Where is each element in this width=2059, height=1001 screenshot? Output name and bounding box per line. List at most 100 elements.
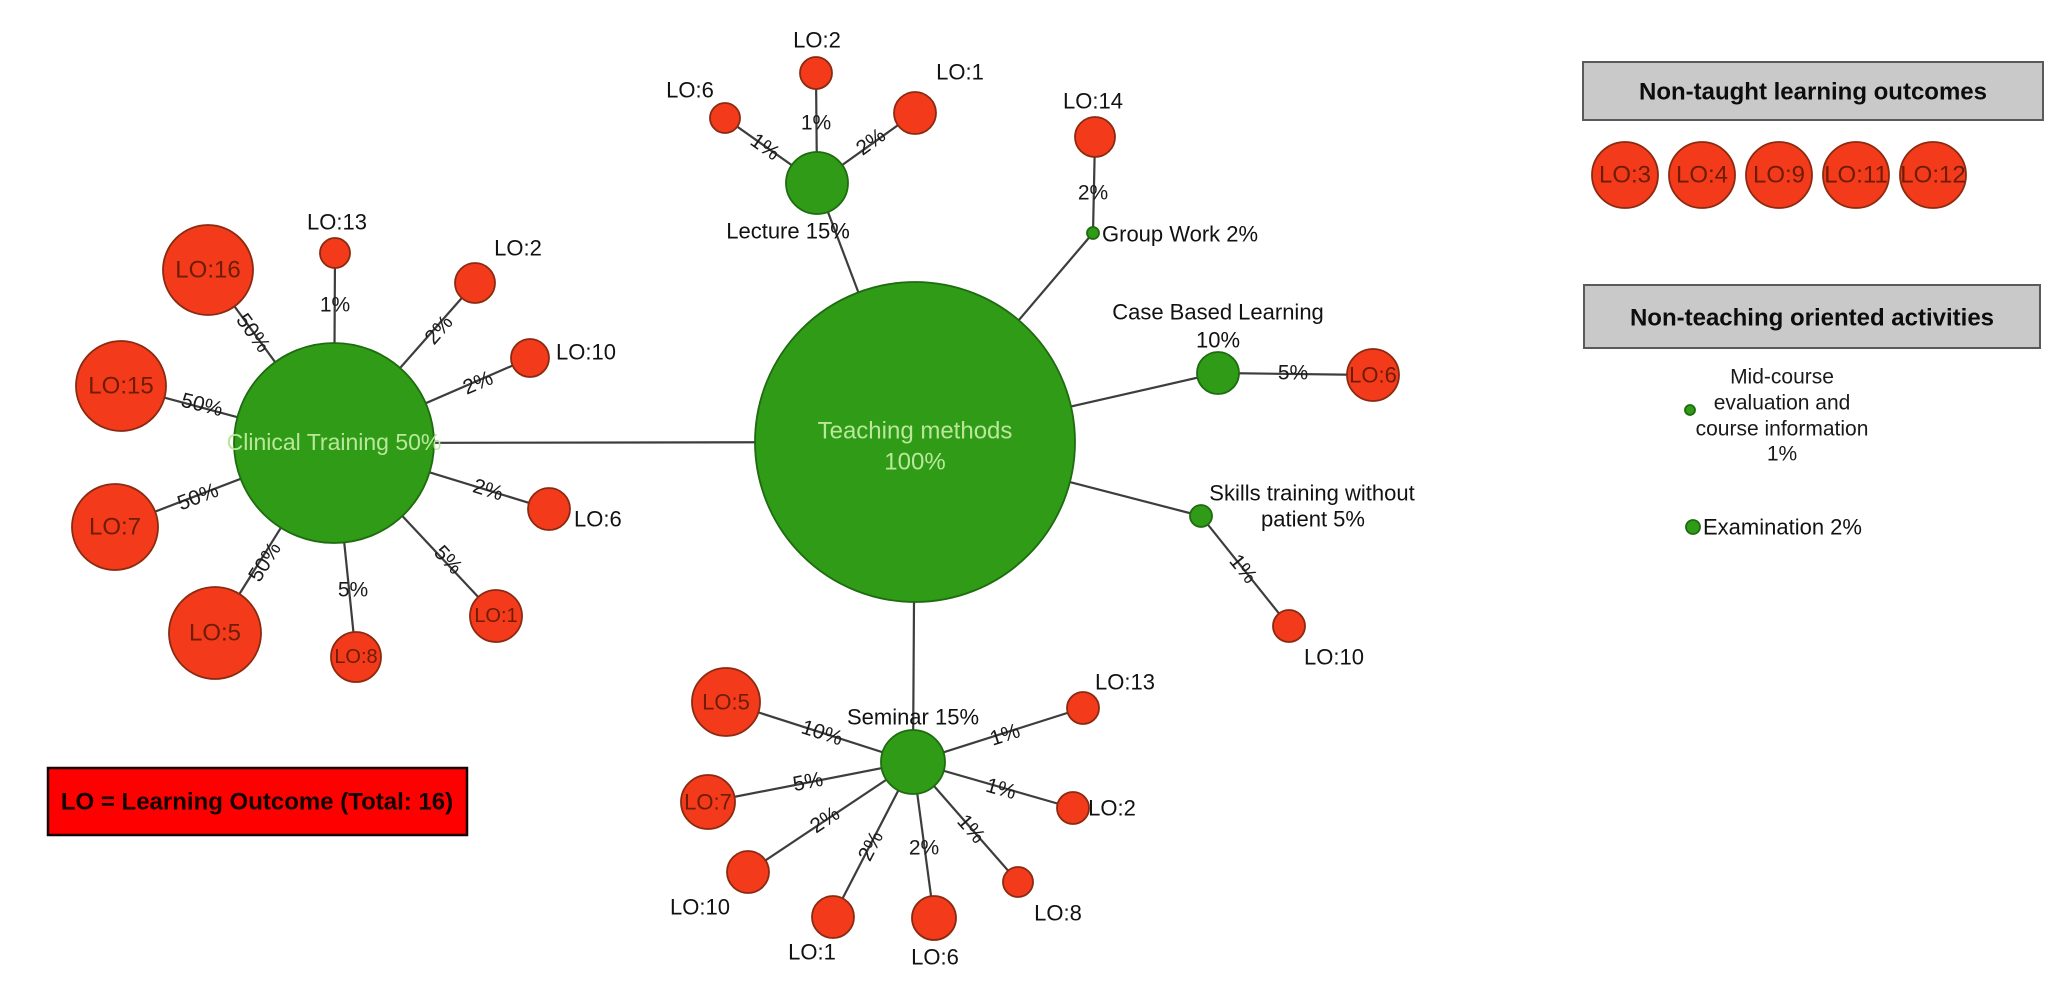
examination-label: Examination 2%	[1703, 515, 1862, 540]
clinical-training-label: Clinical Training 50%	[227, 429, 442, 455]
teaching-methods-node	[754, 281, 1076, 603]
clinical-lo2-label: LO:2	[494, 236, 542, 261]
clinical-lo13-label: LO:13	[307, 210, 367, 235]
note-text: LO = Learning Outcome (Total: 16)	[61, 789, 453, 816]
seminar-lo2-pct: 1%	[983, 774, 1019, 804]
seminar-lo1-pct: 2%	[854, 827, 888, 864]
mid-course-line4: 1%	[1767, 443, 1797, 466]
legend-lo12-label: LO:12	[1900, 162, 1965, 189]
seminar-lo6-label: LO:6	[911, 945, 959, 970]
groupwork-node	[1086, 226, 1100, 240]
skills-node	[1189, 504, 1213, 528]
seminar-lo5-label: LO:5	[702, 690, 750, 715]
legend-lo3-node	[1591, 141, 1659, 209]
seminar-lo2-label: LO:2	[1088, 796, 1136, 821]
legend-activities-box	[1583, 284, 2041, 349]
lecture-node	[785, 151, 849, 215]
mid-course-line2: evaluation and	[1714, 392, 1851, 415]
skills-lo10-pct: 1%	[1225, 550, 1262, 588]
seminar-lo1-label: LO:1	[788, 940, 836, 965]
casebased-label-line2: 10%	[1196, 328, 1240, 353]
skills-lo10-node	[1272, 609, 1306, 643]
seminar-node	[880, 729, 946, 795]
mid-course-dot	[1684, 404, 1696, 416]
skills-label-line2: patient 5%	[1261, 507, 1365, 532]
note: LO = Learning Outcome (Total: 16)	[46, 766, 469, 837]
seminar-lo6-pct: 2%	[909, 837, 939, 860]
groupwork-lo14-pct: 2%	[1078, 182, 1108, 205]
clinical-training-node	[233, 342, 435, 544]
legend-lo12-node	[1899, 141, 1967, 209]
clinical-lo6-label: LO:6	[574, 507, 622, 532]
legend-lo9-label: LO:9	[1753, 162, 1805, 189]
clinical-lo5-label: LO:5	[189, 620, 241, 647]
seminar-lo8-label: LO:8	[1034, 901, 1082, 926]
seminar-lo7-pct: 5%	[791, 768, 825, 796]
clinical-lo10-node	[510, 338, 550, 378]
clinical-lo6-node	[527, 487, 571, 531]
seminar-lo13-pct: 1%	[987, 719, 1023, 750]
clinical-lo16-pct: 50%	[231, 309, 274, 357]
node-labels: Teaching methods 100% Clinical Training …	[88, 28, 1414, 970]
clinical-lo5-node	[168, 586, 262, 680]
clinical-lo1-label: LO:1	[474, 605, 517, 627]
seminar-lo10-pct: 2%	[806, 802, 844, 838]
groupwork-lo14-node	[1074, 116, 1116, 158]
legend-activities: Non-teaching oriented activities Mid-cou…	[1583, 284, 2041, 540]
teaching-methods-label-line2: 100%	[884, 449, 945, 476]
clinical-lo15-label: LO:15	[88, 373, 153, 400]
seminar-lo8-node	[1002, 866, 1034, 898]
examination-dot	[1685, 519, 1701, 535]
nodes	[71, 56, 1400, 941]
lecture-lo6-label: LO:6	[666, 78, 714, 103]
legend-non-taught-title: Non-taught learning outcomes	[1639, 79, 1987, 106]
clinical-lo1-pct: 5%	[429, 541, 467, 579]
lecture-lo1-node	[893, 91, 937, 135]
clinical-lo16-node	[162, 224, 254, 316]
clinical-lo15-pct: 50%	[179, 389, 225, 421]
seminar-lo5-pct: 10%	[798, 716, 845, 751]
legend-lo9-node	[1745, 141, 1813, 209]
legend-lo4-node	[1668, 141, 1736, 209]
legend-lo3-label: LO:3	[1599, 162, 1651, 189]
lecture-lo6-node	[709, 102, 741, 134]
edge-skills-lo10	[1200, 515, 1290, 627]
legend-non-taught: Non-taught learning outcomes LO:3 LO:4 L…	[1582, 61, 2044, 209]
lecture-label: Lecture 15%	[726, 219, 850, 244]
legend-non-taught-box	[1582, 61, 2044, 121]
seminar-lo7-node	[680, 774, 736, 830]
casebased-node	[1196, 351, 1240, 395]
clinical-lo13-pct: 1%	[320, 294, 350, 317]
note-box	[46, 766, 469, 837]
legend-lo11-label: LO:11	[1824, 162, 1888, 189]
legend-activities-title: Non-teaching oriented activities	[1630, 305, 1994, 332]
clinical-lo7-label: LO:7	[89, 514, 141, 541]
seminar-label: Seminar 15%	[847, 705, 979, 730]
clinical-lo8-pct: 5%	[338, 579, 368, 602]
clinical-lo5-pct: 50%	[244, 538, 286, 586]
casebased-lo6-node	[1346, 348, 1400, 402]
clinical-lo6-pct: 2%	[470, 475, 506, 506]
mid-course-line3: course information	[1696, 418, 1869, 441]
clinical-lo15-node	[75, 340, 167, 432]
clinical-lo10-label: LO:10	[556, 340, 616, 365]
edge-seminar-lo7	[707, 760, 914, 804]
skills-label-line1: Skills training without	[1209, 481, 1414, 506]
casebased-lo6-pct: 5%	[1278, 362, 1308, 385]
clinical-lo8-label: LO:8	[334, 646, 377, 668]
groupwork-label: Group Work 2%	[1102, 222, 1258, 247]
legend-lo4-label: LO:4	[1676, 162, 1728, 189]
clinical-lo1-node	[469, 589, 523, 643]
casebased-label-line1: Case Based Learning	[1112, 300, 1324, 325]
seminar-lo10-node	[726, 850, 770, 894]
clinical-lo8-node	[330, 631, 382, 683]
clinical-lo7-pct: 50%	[174, 479, 221, 516]
clinical-lo13-node	[319, 237, 351, 269]
lecture-lo2-node	[799, 56, 833, 90]
seminar-lo1-node	[811, 895, 855, 939]
lecture-lo1-label: LO:1	[936, 60, 984, 85]
seminar-lo13-label: LO:13	[1095, 670, 1155, 695]
groupwork-lo14-label: LO:14	[1063, 89, 1123, 114]
